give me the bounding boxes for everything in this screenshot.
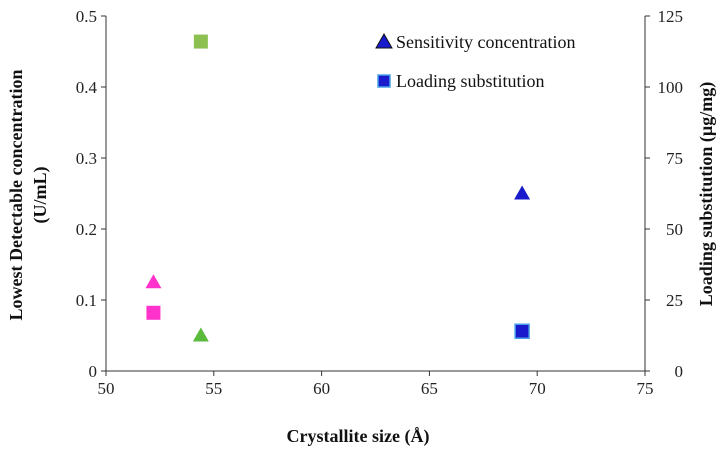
x-axis-title: Crystallite size (Å)	[287, 426, 430, 447]
legend-label-sensitivity: Sensitivity concentration	[396, 32, 575, 52]
x-tick-label-0: 50	[98, 379, 115, 398]
axes	[105, 16, 646, 372]
legend-item-loading: Loading substitution	[377, 71, 545, 91]
right-y-tick-label-4: 100	[658, 78, 684, 97]
left-y-axis-ticks: 0 0.1 0.2 0.3 0.4 0.5	[76, 7, 106, 381]
x-tick-label-2: 60	[313, 379, 330, 398]
x-tick-label-3: 65	[421, 379, 438, 398]
data-points	[145, 34, 531, 342]
right-y-axis-title: Loading substitution (µg/mg)	[696, 82, 717, 306]
legend-item-sensitivity: Sensitivity concentration	[375, 32, 575, 52]
sensitivity-point-1	[192, 327, 209, 342]
x-tick-label-5: 75	[637, 379, 654, 398]
x-tick-label-4: 70	[529, 379, 546, 398]
x-tick-label-1: 55	[205, 379, 222, 398]
right-y-tick-label-2: 50	[666, 220, 683, 239]
legend: Sensitivity concentration Loading substi…	[375, 32, 575, 91]
sensitivity-point-2	[514, 185, 531, 200]
sensitivity-point-0	[145, 274, 162, 289]
loading-point-1	[193, 34, 208, 49]
left-y-tick-label-1: 0.1	[76, 291, 97, 310]
right-y-tick-label-5: 125	[658, 7, 684, 26]
loading-point-0	[146, 305, 161, 320]
x-axis-ticks: 50 55 60 65 70 75	[98, 371, 654, 398]
right-y-tick-label-1: 25	[666, 291, 683, 310]
left-y-axis-title-line1: Lowest Detectable concentration	[6, 70, 26, 321]
left-y-axis-title-line2: (U/mL)	[30, 167, 51, 224]
left-y-tick-label-5: 0.5	[76, 7, 97, 26]
left-y-tick-label-0: 0	[89, 362, 98, 381]
loading-point-2	[514, 323, 530, 339]
left-y-tick-label-2: 0.2	[76, 220, 97, 239]
left-y-axis-title: Lowest Detectable concentration (U/mL)	[6, 70, 51, 321]
legend-square-marker	[377, 74, 391, 88]
right-y-axis-title-text: Loading substitution (µg/mg)	[696, 82, 717, 306]
left-y-tick-label-3: 0.3	[76, 149, 97, 168]
legend-label-loading: Loading substitution	[396, 71, 545, 91]
legend-triangle-marker	[375, 32, 393, 49]
right-y-tick-label-3: 75	[666, 149, 683, 168]
right-y-tick-label-0: 0	[675, 362, 684, 381]
left-y-tick-label-4: 0.4	[76, 78, 98, 97]
right-y-axis-ticks: 0 25 50 75 100 125	[645, 7, 683, 381]
